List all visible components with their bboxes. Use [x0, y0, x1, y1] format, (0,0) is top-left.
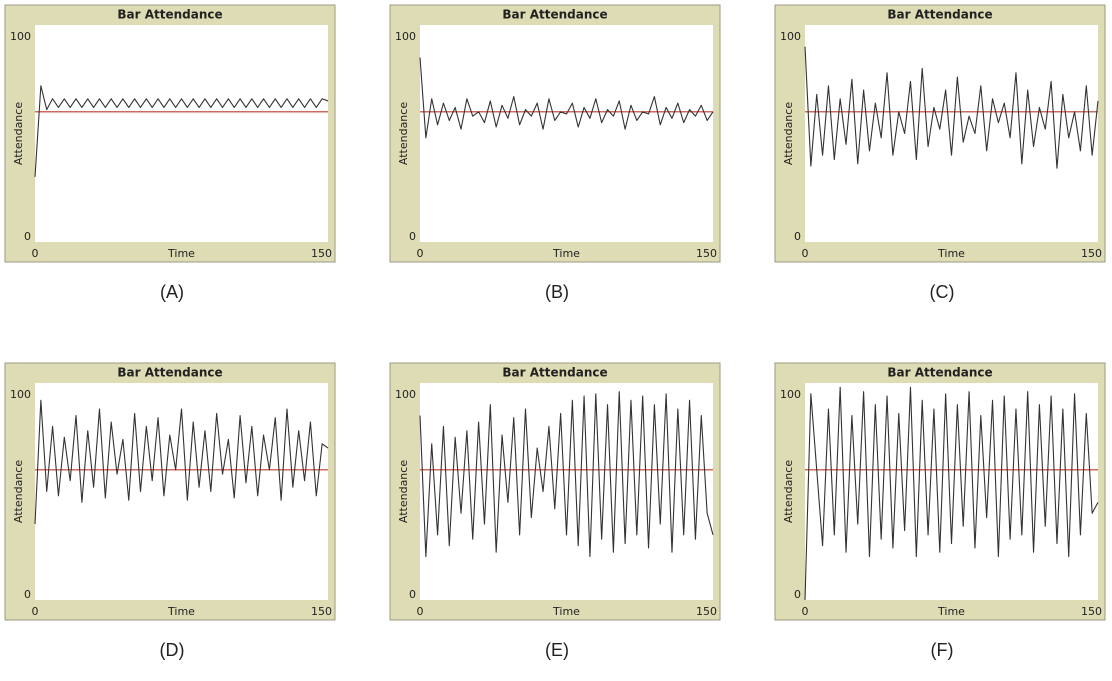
series-line	[804, 46, 1099, 169]
chart-panel: Bar Attendance 0 100 0 150 Time Attendance	[389, 362, 721, 621]
chart-title: Bar Attendance	[502, 366, 607, 380]
y-tick-label: 0	[409, 588, 416, 601]
x-axis-label: Time	[167, 605, 195, 618]
series-line	[419, 391, 714, 558]
x-axis-label: Time	[937, 247, 965, 260]
chart-title: Bar Attendance	[117, 366, 222, 380]
y-tick-label: 0	[794, 588, 801, 601]
chart-panel: Bar Attendance 0 100 0 150 Time Attendance	[4, 4, 336, 263]
y-tick-label: 0	[794, 230, 801, 243]
y-tick-label: 0	[24, 230, 31, 243]
panel-caption: (A)	[160, 282, 184, 302]
y-axis-label: Attendance	[12, 460, 25, 523]
y-tick-label: 100	[10, 388, 31, 401]
chart-panel: Bar Attendance 0 100 0 150 Time Attendance	[774, 362, 1106, 621]
y-tick-label: 100	[395, 388, 416, 401]
x-tick-label: 0	[802, 247, 809, 260]
chart-title: Bar Attendance	[117, 8, 222, 22]
panel-caption: (D)	[160, 640, 185, 660]
chart-title: Bar Attendance	[887, 8, 992, 22]
x-axis-label: Time	[167, 247, 195, 260]
y-axis-label: Attendance	[12, 102, 25, 165]
panel-caption: (B)	[545, 282, 569, 302]
chart-title: Bar Attendance	[502, 8, 607, 22]
x-tick-label: 0	[32, 247, 39, 260]
panel-caption: (C)	[930, 282, 955, 302]
x-tick-label: 150	[696, 247, 717, 260]
x-tick-label: 0	[32, 605, 39, 618]
x-tick-label: 150	[696, 605, 717, 618]
x-tick-label: 0	[417, 247, 424, 260]
panel-caption: (E)	[545, 640, 569, 660]
x-tick-label: 150	[1081, 605, 1102, 618]
plot-area	[805, 25, 1098, 242]
y-tick-label: 0	[409, 230, 416, 243]
x-tick-label: 150	[311, 605, 332, 618]
series-line	[34, 85, 329, 177]
y-tick-label: 100	[10, 30, 31, 43]
chart-panel: Bar Attendance 0 100 0 150 Time Attendance	[389, 4, 721, 263]
series-line	[804, 386, 1099, 601]
x-axis-label: Time	[552, 247, 580, 260]
x-tick-label: 0	[417, 605, 424, 618]
y-axis-label: Attendance	[397, 460, 410, 523]
y-tick-label: 100	[780, 388, 801, 401]
y-axis-label: Attendance	[782, 102, 795, 165]
x-tick-label: 150	[311, 247, 332, 260]
chart-panel: Bar Attendance 0 100 0 150 Time Attendance	[774, 4, 1106, 263]
series-line	[34, 399, 329, 525]
series-line	[419, 57, 714, 139]
x-axis-label: Time	[552, 605, 580, 618]
plot-area	[35, 383, 328, 600]
chart-panel: Bar Attendance 0 100 0 150 Time Attendance	[4, 362, 336, 621]
y-axis-label: Attendance	[397, 102, 410, 165]
y-axis-label: Attendance	[782, 460, 795, 523]
y-tick-label: 0	[24, 588, 31, 601]
y-tick-label: 100	[395, 30, 416, 43]
plot-area	[35, 25, 328, 242]
plot-area	[420, 25, 713, 242]
panel-caption: (F)	[931, 640, 954, 660]
x-axis-label: Time	[937, 605, 965, 618]
plot-area	[420, 383, 713, 600]
x-tick-label: 150	[1081, 247, 1102, 260]
plot-area	[805, 383, 1098, 600]
y-tick-label: 100	[780, 30, 801, 43]
chart-title: Bar Attendance	[887, 366, 992, 380]
x-tick-label: 0	[802, 605, 809, 618]
